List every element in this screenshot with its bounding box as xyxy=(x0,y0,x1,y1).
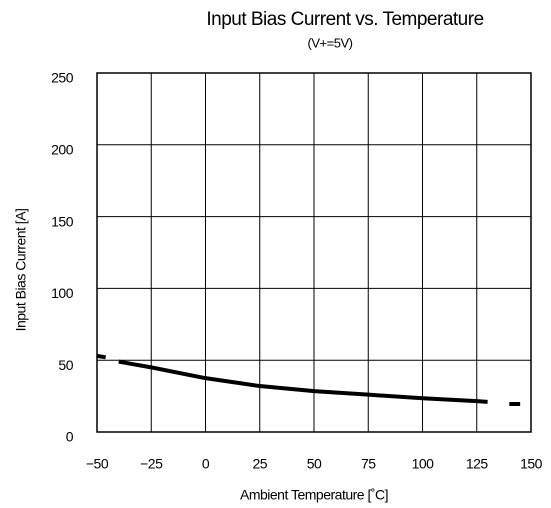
x-tick-label: 100 xyxy=(412,456,435,472)
y-tick-label: 150 xyxy=(51,213,74,229)
y-axis-label: Input Bias Current [A] xyxy=(13,209,29,332)
plot-frame xyxy=(96,72,532,433)
x-tick-label: 125 xyxy=(466,456,489,472)
y-tick-label: 200 xyxy=(51,142,74,158)
y-tick-label: 250 xyxy=(51,70,74,86)
x-axis-label: Ambient Temperature [˚C] xyxy=(240,487,388,503)
x-tick-label: 25 xyxy=(252,456,267,472)
chart-title: Input Bias Current vs. Temperature xyxy=(206,9,483,30)
x-tick-label: 75 xyxy=(361,456,376,472)
x-tick-label: 50 xyxy=(307,456,322,472)
x-tick-label: 0 xyxy=(202,456,210,472)
y-tick-label: 50 xyxy=(58,357,73,373)
x-tick-label: −25 xyxy=(140,456,163,472)
chart-subtitle: (V+=5V) xyxy=(308,35,353,50)
y-tick-label: 100 xyxy=(51,285,74,301)
x-tick-label: −50 xyxy=(86,456,109,472)
x-tick-label: 150 xyxy=(520,456,543,472)
y-tick-label: 0 xyxy=(66,429,74,445)
data-line xyxy=(96,353,521,406)
